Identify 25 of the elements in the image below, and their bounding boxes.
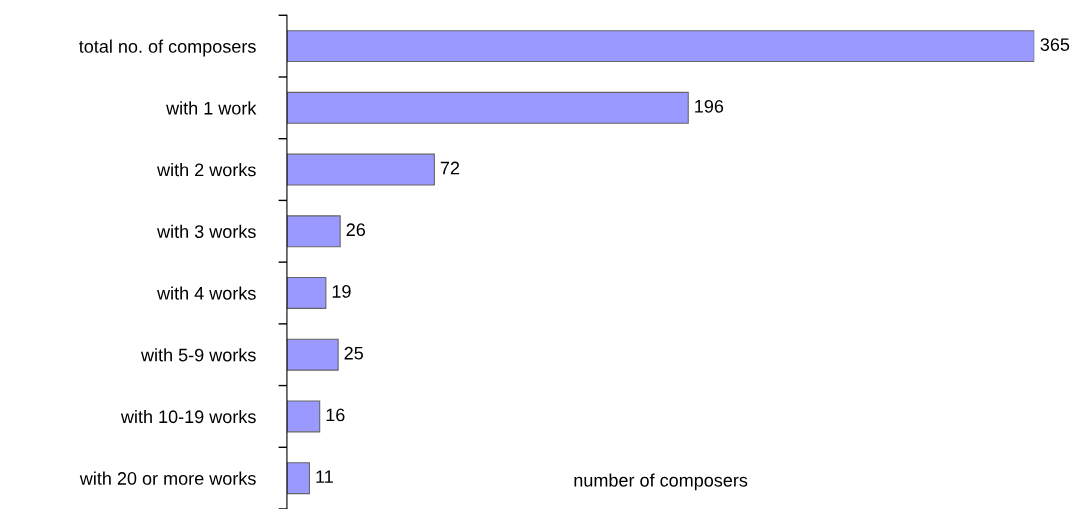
y-tick-label: with 2 works: [157, 163, 256, 177]
bar: [286, 338, 339, 371]
bar: [286, 462, 311, 495]
data-label: 72: [440, 161, 460, 175]
x-axis-title: number of composers: [574, 473, 748, 491]
bar: [286, 91, 689, 124]
y-tick-label: with 3 works: [157, 224, 256, 238]
y-tick-label: total no. of composers: [79, 39, 256, 57]
y-tick-label: with 10-19 works: [120, 409, 256, 424]
bar: [286, 215, 341, 248]
data-label: 11: [316, 470, 333, 483]
data-label: 19: [332, 285, 351, 298]
data-label: 25: [344, 346, 363, 360]
bar: [286, 153, 435, 186]
y-tick-label: with 4 works: [157, 286, 256, 300]
y-tick-label: with 5-9 works: [140, 348, 256, 362]
bar: [286, 277, 327, 309]
bar: [286, 30, 1035, 63]
y-tick-label: with 20 or more works: [79, 471, 256, 485]
data-label: 196: [695, 99, 724, 113]
y-tick-label: with 1 work: [166, 101, 257, 115]
data-label: 365: [1040, 38, 1070, 51]
data-label: 26: [346, 223, 366, 237]
data-label: 16: [326, 408, 345, 422]
bar: [286, 400, 321, 433]
